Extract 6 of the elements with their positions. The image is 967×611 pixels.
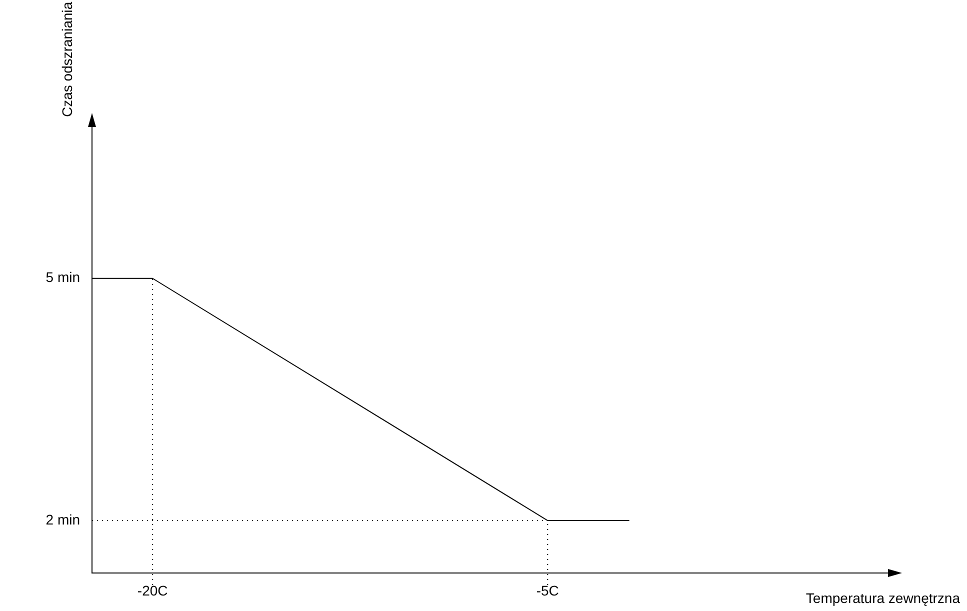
y-axis-title: Czas odszraniania — [58, 2, 75, 117]
x-axis-title: Temperatura zewnętrzna — [806, 590, 960, 606]
x-tick-label: -20C — [137, 582, 168, 598]
y-tick-label: 2 min — [46, 511, 80, 528]
y-tick-label: 5 min — [46, 269, 80, 286]
x-tick-label: -5C — [536, 582, 559, 598]
